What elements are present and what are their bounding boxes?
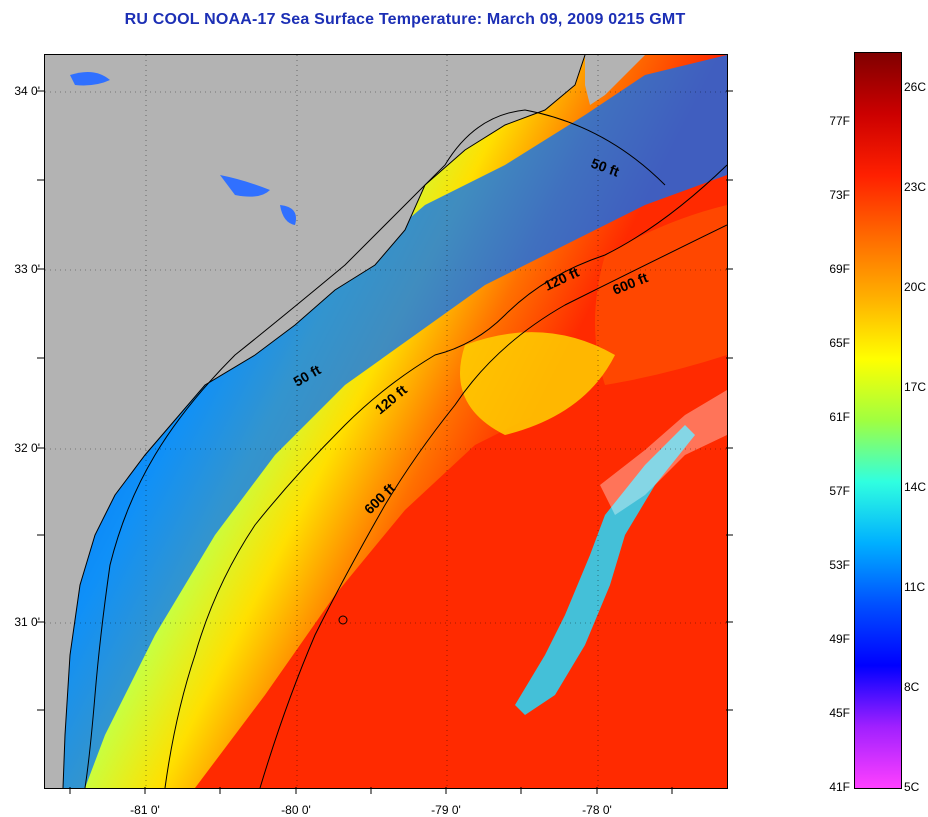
isobath-120ft [164,164,727,788]
warm-eddy-region [595,205,727,385]
coastal-cold-band [45,55,727,788]
colorbar-c-label: 5C [904,780,920,794]
temperature-colorbar [854,52,902,789]
colorbar-c-label: 8C [904,680,920,694]
colorbar-f-label: 45F [829,706,850,720]
latitude-label: 33 0' [14,262,40,276]
isobath-50ft [84,109,666,788]
latitude-label: 34 0' [14,84,40,98]
colorbar-f-label: 53F [829,558,850,572]
longitude-label: -80 0' [281,803,311,817]
colorbar-c-label: 26C [904,80,927,94]
coastline [62,55,586,788]
colorbar-c-label: 11C [904,580,926,594]
yellow-front-region [460,332,615,435]
latitude-label: 31 0' [14,615,40,629]
map-title: RU COOL NOAA-17 Sea Surface Temperature:… [124,11,686,28]
land-area [45,55,585,788]
inland-lake [70,71,110,86]
colorbar-c-label: 17C [904,380,927,394]
station-marker [338,615,348,625]
colorbar-c-label: 23C [904,180,927,194]
colorbar-f-label: 77F [829,114,850,128]
colorbar-f-label: 41F [829,780,850,794]
gulf-stream-region [195,355,727,788]
colorbar-f-label: 49F [829,632,850,646]
colorbar-f-label: 73F [829,188,850,202]
colorbar-f-label: 61F [829,410,850,424]
inland-lake [220,175,270,197]
colorbar-f-label: 69F [829,262,850,276]
longitude-label: -81 0' [130,803,160,817]
longitude-label: -78 0' [582,803,612,817]
longitude-label: -79 0' [431,803,461,817]
sst-map: 50 ft 120 ft 600 ft 50 ft 120 ft 600 ft [44,54,728,789]
inland-lake [280,205,296,225]
cold-filament [515,425,695,715]
colorbar-c-label: 14C [904,480,927,494]
colorbar-f-label: 65F [829,336,850,350]
colorbar-c-label: 20C [904,280,927,294]
latitude-label: 32 0' [14,441,40,455]
graticule [45,55,727,788]
cloud-speckle-region [600,390,727,515]
colorbar-f-label: 57F [829,484,850,498]
isobath-600ft [259,224,727,788]
land-cape [585,55,645,105]
